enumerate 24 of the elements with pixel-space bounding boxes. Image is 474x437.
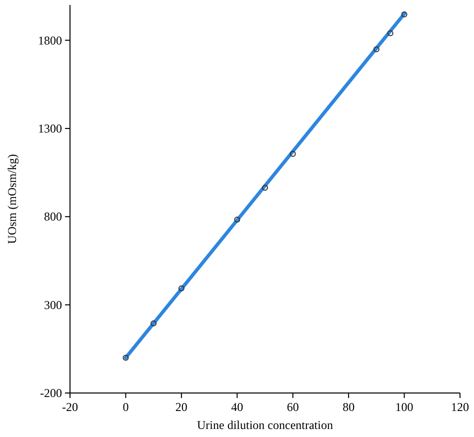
y-tick-label: 800 <box>44 210 62 224</box>
x-tick-label: 60 <box>286 400 299 414</box>
x-tick-label: 120 <box>451 400 469 414</box>
x-tick-label: -20 <box>62 400 78 414</box>
y-tick-label: 1800 <box>38 33 62 48</box>
x-tick-label: 80 <box>342 400 355 414</box>
x-tick-label: 40 <box>231 400 244 414</box>
x-axis-title: Urine dilution concentration <box>197 418 333 432</box>
y-tick-label: -200 <box>40 386 62 400</box>
point <box>373 46 380 52</box>
x-tick-label: 100 <box>395 400 414 414</box>
y-tick-label: 300 <box>44 298 62 312</box>
point <box>262 184 268 191</box>
point <box>234 216 240 223</box>
point <box>387 30 394 36</box>
point <box>150 320 157 326</box>
point <box>290 150 296 157</box>
y-tick-label: 1300 <box>38 121 62 136</box>
point <box>401 11 408 18</box>
y-axis-title: UOsm (mOsm/kg) <box>5 154 19 244</box>
point <box>122 354 129 361</box>
x-tick-label: 0 <box>122 400 129 414</box>
point <box>178 285 184 292</box>
x-tick-label: 20 <box>175 400 188 414</box>
